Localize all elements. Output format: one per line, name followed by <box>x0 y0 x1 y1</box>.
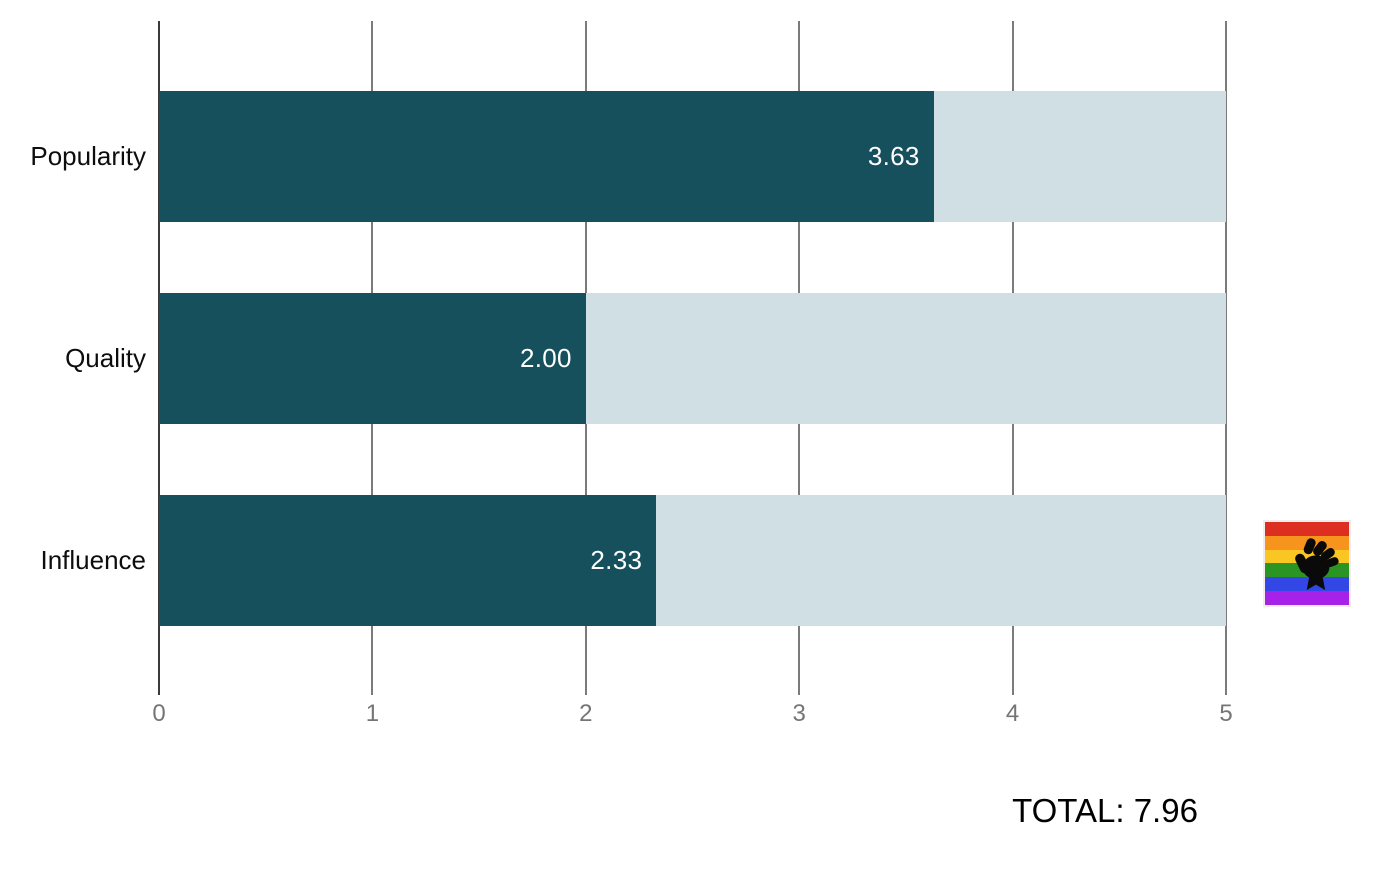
category-label-influence: Influence <box>40 545 146 575</box>
x-tick-label: 1 <box>365 700 380 727</box>
category-label-quality: Quality <box>65 343 146 373</box>
x-tick-label: 4 <box>1005 700 1020 727</box>
bar-row-popularity: 3.63 <box>159 91 1226 222</box>
pride-flag-black-fist-icon <box>1263 520 1351 607</box>
flag-stripe <box>1265 591 1349 605</box>
bar-value-label: 3.63 <box>867 141 920 171</box>
x-tick-label: 3 <box>792 700 806 727</box>
x-tick-label: 0 <box>152 700 166 727</box>
bar-row-quality: 2.00 <box>159 293 1226 424</box>
bar-fill: 2.00 <box>159 293 586 424</box>
flag-stripe <box>1265 522 1349 536</box>
bar-value-label: 2.00 <box>519 343 572 373</box>
plot-area: 3.63 2.00 2.33 <box>158 21 1227 695</box>
bar-value-label: 2.33 <box>590 545 643 575</box>
bar-fill: 2.33 <box>159 495 657 626</box>
x-tick-label: 2 <box>579 700 593 727</box>
bar-fill: 3.63 <box>159 91 934 222</box>
gridline-5 <box>1225 21 1227 695</box>
category-label-popularity: Popularity <box>30 141 146 171</box>
total-label: TOTAL: 7.96 <box>1012 792 1198 829</box>
bar-row-influence: 2.33 <box>159 495 1226 626</box>
x-tick-label: 5 <box>1219 700 1233 727</box>
raised-fist-icon <box>1295 538 1339 590</box>
flag-stripe <box>1265 577 1349 592</box>
